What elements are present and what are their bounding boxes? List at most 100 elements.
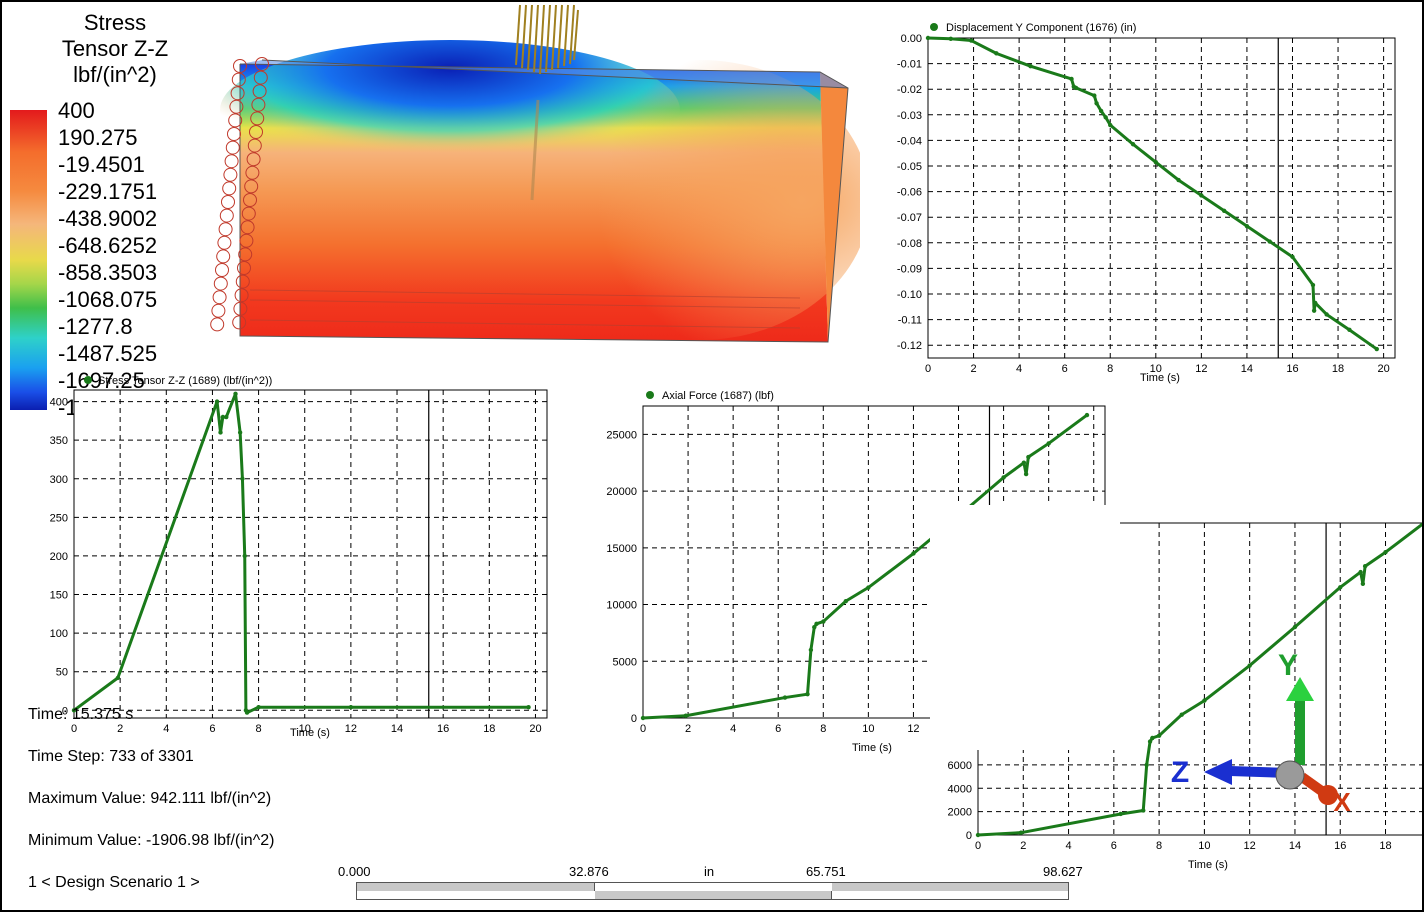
data-point: [1001, 475, 1006, 480]
data-point: [220, 414, 226, 420]
legend-value: -1277.8: [58, 314, 133, 339]
y-tick-label: 25000: [606, 429, 637, 441]
beam-model: [220, 40, 860, 343]
x-axis-label: Time (s): [852, 742, 892, 754]
displacement-y-plot[interactable]: Displacement Y Component (1676) (in) 0 2 4…: [878, 14, 1418, 386]
support-marker: [244, 179, 259, 194]
plot-legend: Axial Force (1687) (lbf): [646, 390, 774, 402]
x-tick-label: 12: [1244, 840, 1256, 852]
x-tick-label: 8: [256, 723, 262, 735]
legend-value: -19.4501: [58, 152, 145, 177]
y-tick-label: 0.00: [901, 33, 922, 45]
data-point: [975, 832, 981, 838]
support-marker: [237, 261, 251, 275]
scale-segment: [595, 891, 832, 899]
x-tick-label: 16: [1286, 363, 1298, 375]
data-point: [1018, 830, 1024, 835]
y-tick-label: 0: [966, 830, 972, 842]
data-point: [1092, 93, 1097, 98]
data-point: [1144, 762, 1149, 768]
scale-segment: [357, 883, 595, 891]
data-point: [242, 553, 247, 559]
support-marker: [221, 195, 235, 209]
support-marker: [234, 288, 249, 303]
load-arrows: [515, 4, 579, 201]
x-tick-label: 14: [1289, 840, 1301, 852]
legend-title-line: Tensor Z-Z: [61, 36, 169, 61]
x-tick-label: 16: [1334, 840, 1346, 852]
x-tick-label: 6: [1062, 363, 1068, 375]
data-point: [1176, 177, 1181, 183]
data-point: [1244, 223, 1250, 229]
x-axis-label: Time (s): [290, 727, 330, 739]
scale-tick-label: 98.627: [1043, 864, 1083, 879]
y-tick-label: 250: [50, 512, 68, 524]
y-tick-label: 50: [56, 667, 68, 679]
plot-legend-label: Stress Tensor Z-Z (1689) (lbf/(in^2)): [98, 375, 272, 387]
support-marker: [249, 125, 263, 139]
model-viewport[interactable]: [195, 0, 860, 360]
data-point: [911, 551, 916, 556]
plot-legend: Stress Tensor Z-Z (1689) (lbf/(in^2)): [84, 375, 272, 387]
stress-zz-plot[interactable]: Stress Tensor Z-Z (1689) (lbf/(in^2)) 0 2…: [40, 370, 560, 740]
y-tick-label: 4000: [948, 783, 972, 795]
data-point: [1383, 550, 1388, 555]
data-point: [1103, 115, 1108, 120]
data-point: [1108, 122, 1113, 128]
support-marker: [219, 208, 234, 223]
y-tick-label: -0.04: [897, 135, 922, 147]
overlapping-force-plot[interactable]: 0 2 4 6 8 10 12 14 16 18 0 2000 4000 6000 Time (s) Y …: [930, 505, 1424, 877]
legend-value: -1697.25: [58, 368, 145, 393]
data-point: [214, 399, 220, 404]
x-tick-label: 2: [970, 363, 976, 375]
x-tick-label: 8: [1156, 840, 1162, 852]
support-marker: [238, 247, 253, 262]
x-tick-label: 12: [1195, 363, 1207, 375]
x-tick-label: 18: [1379, 840, 1391, 852]
y-tick-label: -0.03: [897, 110, 922, 122]
plot-legend-label: Displacement Y Component (1676) (in): [946, 22, 1136, 34]
x-tick-label: 12: [907, 723, 919, 735]
support-marker: [235, 274, 250, 289]
data-point: [843, 598, 849, 604]
support-marker: [225, 140, 240, 155]
data-point: [683, 713, 689, 718]
x-tick-label: 8: [1107, 363, 1113, 375]
support-marker: [231, 72, 246, 87]
axes-triad[interactable]: Y Z X: [1171, 649, 1351, 817]
data-point: [256, 704, 261, 710]
y-tick-label: -0.12: [897, 340, 922, 352]
support-marker: [228, 113, 243, 128]
data-point: [1313, 300, 1318, 306]
data-point: [1310, 282, 1316, 288]
support-marker: [252, 84, 267, 99]
z-arrow-head: [1204, 759, 1232, 785]
data-point: [244, 710, 250, 715]
data-point: [526, 704, 531, 710]
x-tick-label: 4: [163, 723, 169, 735]
legend-title: Stress Tensor Z-Z lbf/(in^2): [40, 10, 190, 88]
support-marker: [216, 249, 231, 264]
data-point: [1147, 739, 1153, 744]
data-point: [1069, 76, 1074, 82]
support-marker: [233, 59, 247, 73]
support-marker: [213, 276, 228, 291]
x-tick-label: 4: [730, 723, 736, 735]
legend-color-bar: [10, 110, 47, 410]
data-point: [1347, 327, 1352, 333]
y-tick-label: 2000: [948, 807, 972, 819]
y-tick-label: 150: [50, 590, 68, 602]
support-marker: [212, 290, 227, 305]
legend-value: 190.275: [58, 125, 138, 150]
data-point: [814, 621, 819, 627]
x-arrow-head: [1318, 785, 1338, 805]
data-series-line: [642, 413, 1088, 720]
data-point: [237, 430, 243, 435]
x-tick-label: 0: [71, 723, 77, 735]
data-point: [1292, 624, 1298, 630]
data-point: [348, 704, 354, 710]
x-tick-label: 6: [209, 723, 215, 735]
data-point: [224, 414, 229, 420]
minimum-value-readout: Minimum Value: -1906.98 lbf/(in^2): [28, 832, 275, 849]
data-point: [1026, 454, 1031, 460]
